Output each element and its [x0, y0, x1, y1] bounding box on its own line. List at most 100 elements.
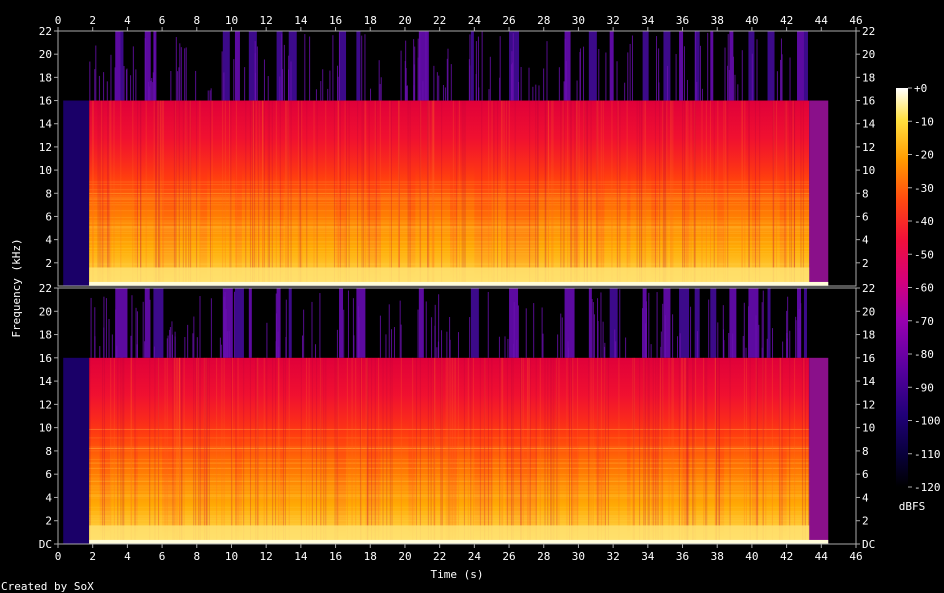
texture-streak [682, 100, 684, 286]
hf-streak [499, 77, 501, 101]
texture-streak [749, 357, 751, 544]
y-tick-label-left: 12 [39, 398, 52, 411]
harmonic-line [89, 481, 810, 483]
texture-streak [633, 357, 635, 544]
hf-streak [358, 317, 360, 358]
harmonic-line [89, 495, 810, 497]
hf-streak [123, 65, 125, 101]
texture-streak [224, 100, 226, 286]
texture-streak [683, 100, 685, 286]
texture-streak [252, 100, 254, 286]
harmonic-line [89, 516, 810, 518]
texture-streak [596, 100, 598, 286]
texture-streak [251, 100, 253, 286]
hf-streak [557, 334, 559, 358]
colorbar-tick-label: -30 [914, 182, 934, 195]
loud-section [415, 158, 451, 286]
harmonic-line [89, 222, 810, 224]
texture-streak [590, 357, 592, 544]
hf-streak [358, 306, 360, 358]
texture-streak [662, 100, 664, 286]
hf-streak [136, 344, 138, 358]
hf-streak [543, 68, 545, 101]
texture-streak [780, 357, 782, 544]
texture-streak [228, 100, 230, 286]
x-tick-label-bottom: 34 [641, 550, 655, 563]
hf-streak [798, 327, 800, 358]
texture-streak [120, 100, 122, 286]
x-tick-label-top: 22 [433, 14, 446, 27]
harmonic-line [89, 428, 810, 430]
harmonic-line [89, 520, 810, 522]
harmonic-line [89, 227, 810, 229]
loud-section [241, 158, 281, 286]
hf-streak [758, 324, 760, 358]
loud-section [491, 416, 506, 544]
texture-streak [182, 100, 184, 286]
texture-streak [741, 100, 743, 286]
hf-streak [449, 339, 451, 358]
texture-streak [333, 100, 335, 286]
x-tick-label-bottom: 42 [780, 550, 793, 563]
texture-streak [445, 357, 447, 544]
loud-section [457, 158, 475, 286]
hf-streak [567, 341, 569, 358]
hf-streak [267, 76, 269, 101]
texture-streak [566, 357, 568, 544]
texture-streak [748, 100, 750, 286]
texture-streak [308, 357, 310, 544]
texture-streak [756, 357, 758, 544]
texture-streak [682, 357, 684, 544]
texture-streak [535, 357, 537, 544]
hf-streak [499, 36, 501, 101]
hf-streak [755, 315, 757, 358]
y-tick-label-left: 4 [45, 234, 52, 247]
hf-streak [662, 303, 664, 358]
hf-streak [648, 292, 650, 358]
texture-streak [275, 100, 277, 286]
loud-section [536, 416, 572, 544]
texture-streak [155, 100, 157, 286]
x-tick-label-bottom: 14 [294, 550, 308, 563]
y-tick-label-left: 16 [39, 95, 52, 108]
hf-streak [254, 53, 256, 101]
hf-streak [132, 46, 134, 101]
texture-streak [249, 357, 251, 544]
texture-streak [744, 100, 746, 286]
channel-1-panel [57, 30, 857, 287]
texture-streak [262, 100, 264, 286]
texture-streak [427, 100, 429, 286]
texture-streak [365, 100, 367, 286]
hf-streak [352, 298, 354, 358]
colorbar-tick-label: -10 [914, 115, 934, 128]
hf-streak [343, 309, 345, 358]
texture-streak [262, 100, 264, 286]
harmonic-line [89, 515, 810, 517]
hf-streak [645, 301, 647, 358]
hf-streak [560, 313, 562, 358]
hf-streak [385, 334, 387, 358]
hf-streak [103, 327, 105, 358]
hf-streak [615, 341, 617, 358]
bass-band [89, 267, 810, 286]
hf-streak [130, 335, 132, 358]
texture-streak [375, 100, 377, 286]
texture-streak [784, 100, 786, 286]
texture-streak [706, 357, 708, 544]
texture-streak [618, 357, 620, 544]
hf-streak [151, 78, 153, 101]
texture-streak [520, 357, 522, 544]
texture-streak [643, 357, 645, 544]
texture-streak [491, 357, 493, 544]
texture-streak [188, 100, 190, 286]
hf-streak [478, 87, 480, 101]
harmonic-line [89, 184, 810, 186]
y-tick-label-left: 20 [39, 305, 52, 318]
hf-streak [185, 47, 187, 101]
hf-streak [95, 45, 97, 101]
hf-streak [475, 73, 477, 101]
texture-streak [348, 100, 350, 286]
texture-streak [703, 357, 705, 544]
hf-burst [767, 288, 771, 358]
texture-streak [569, 100, 571, 286]
